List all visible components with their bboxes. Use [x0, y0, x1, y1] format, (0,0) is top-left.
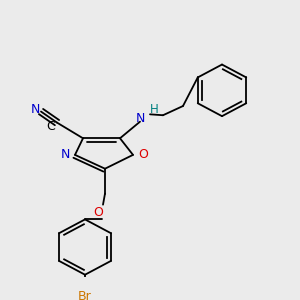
Text: C: C	[46, 120, 56, 133]
Text: N: N	[60, 148, 70, 161]
Text: O: O	[138, 148, 148, 161]
Text: Br: Br	[78, 290, 92, 300]
Text: N: N	[30, 103, 40, 116]
Text: O: O	[93, 206, 103, 218]
Text: N: N	[135, 112, 145, 125]
Text: H: H	[150, 103, 158, 116]
